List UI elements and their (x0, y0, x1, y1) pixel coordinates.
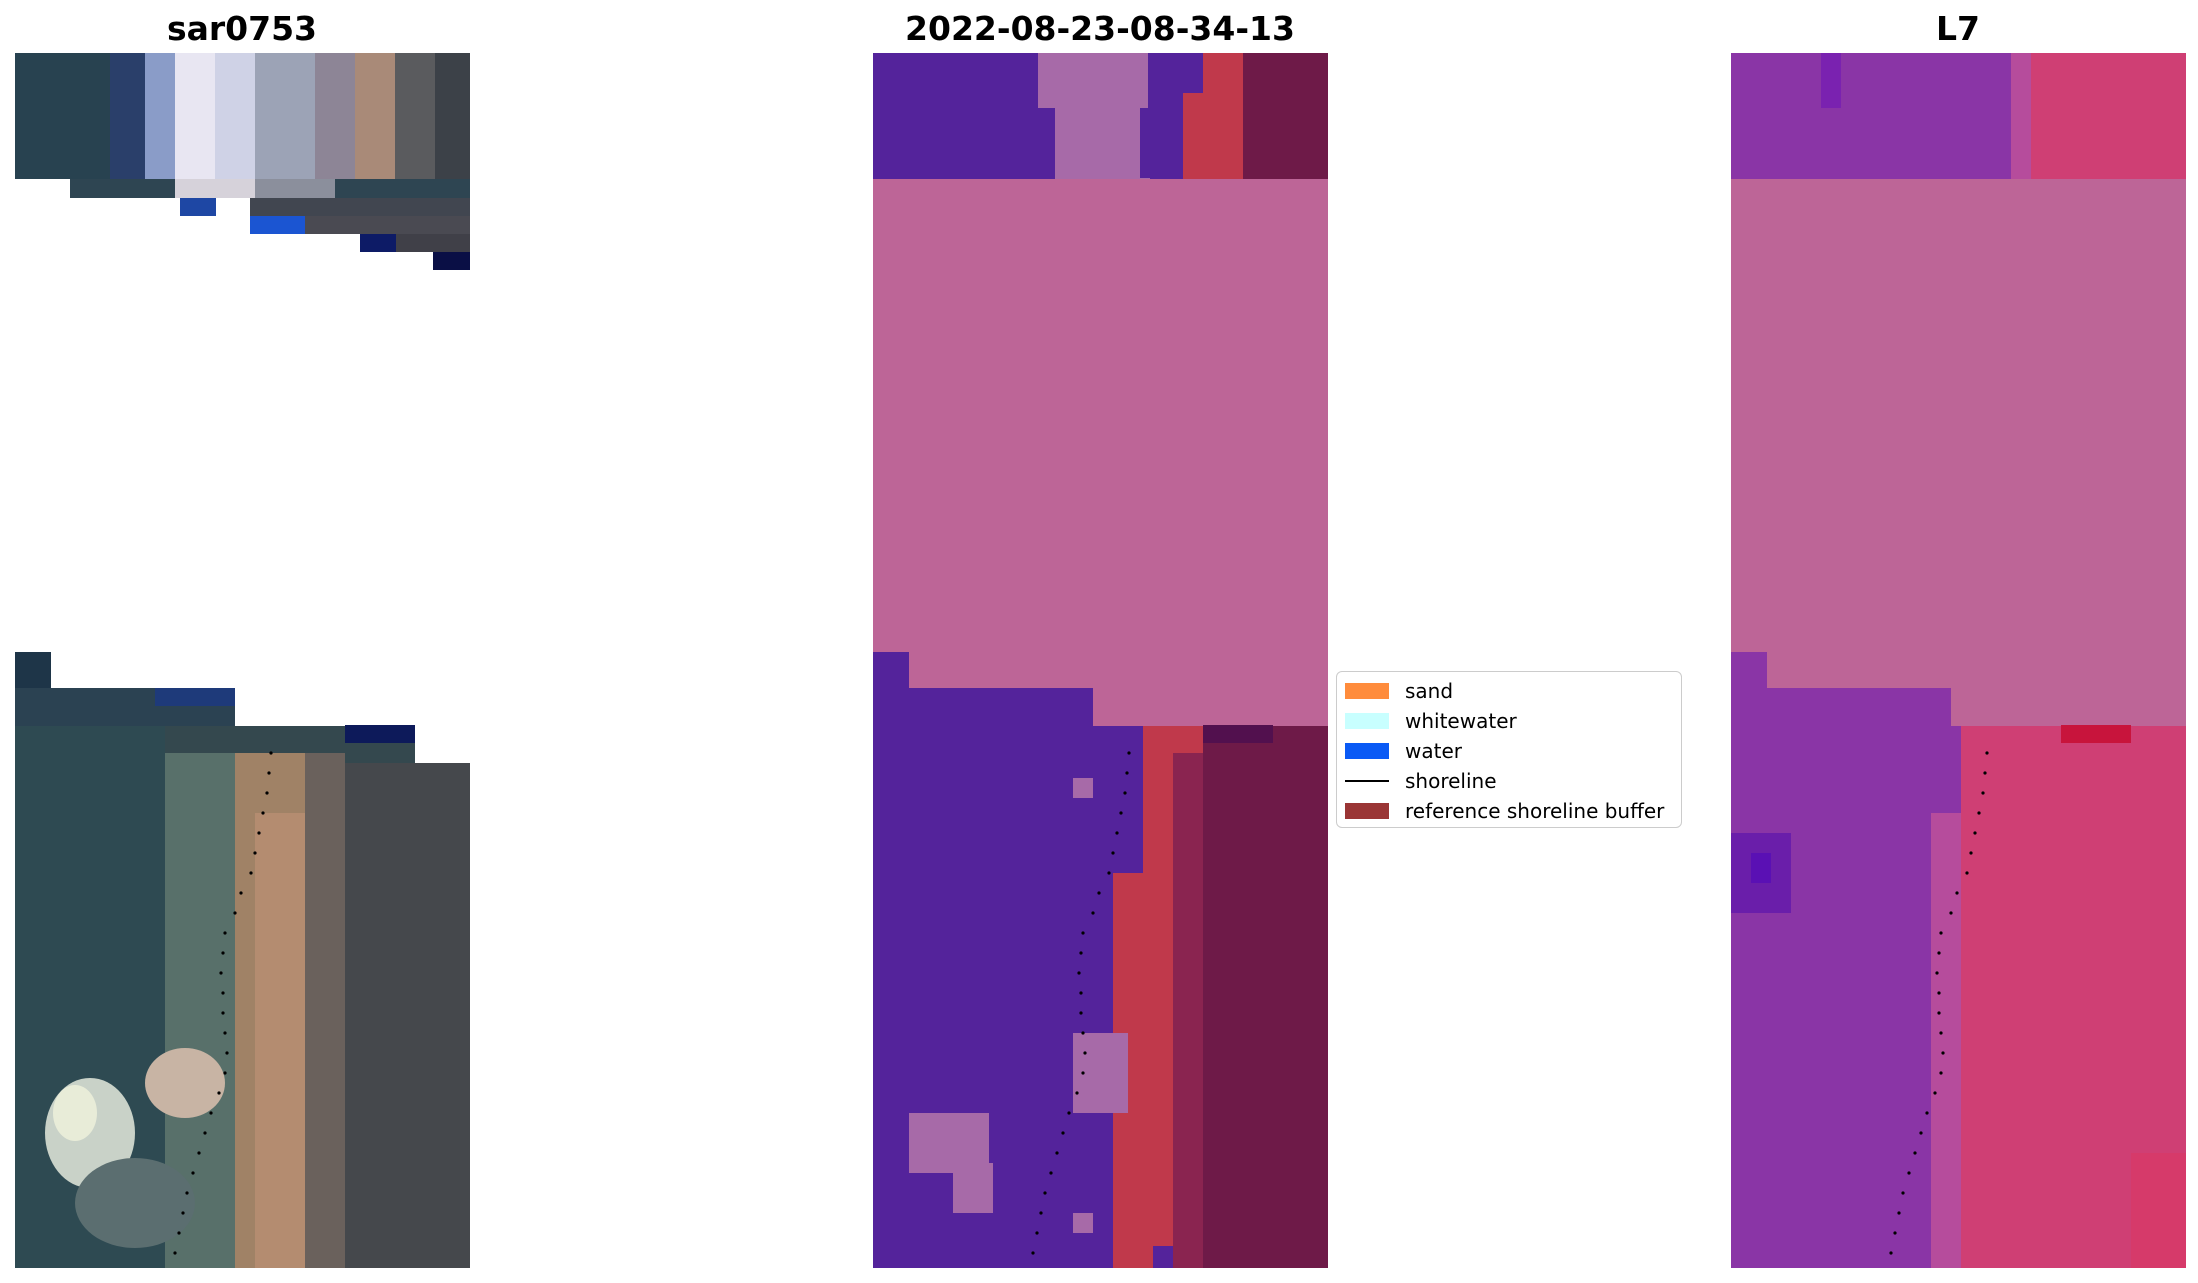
legend-label: water (1405, 739, 1462, 763)
legend-item-reference-buffer: reference shoreline buffer (1345, 796, 1664, 826)
legend-swatch-water (1345, 743, 1389, 759)
legend-item-water: water (1345, 736, 1462, 766)
rgb-image-top-block (15, 53, 470, 270)
rgb-image-panel (15, 53, 470, 1268)
panel-title-l7: L7 (1936, 9, 1980, 48)
classification-image-panel (873, 53, 1328, 1268)
legend-swatch-whitewater (1345, 713, 1389, 729)
legend-label: reference shoreline buffer (1405, 799, 1665, 823)
l7-shoreline (1889, 751, 1989, 1255)
legend-swatch-sand (1345, 683, 1389, 699)
legend-label: sand (1405, 679, 1454, 703)
legend-line-shoreline (1345, 780, 1389, 782)
classification-shoreline (1031, 751, 1131, 1255)
legend-item-shoreline: shoreline (1345, 766, 1497, 796)
legend-label: whitewater (1405, 709, 1517, 733)
legend: sand whitewater water shoreline referenc… (1336, 671, 1682, 828)
rgb-image-bottom-block (15, 652, 470, 1268)
legend-item-sand: sand (1345, 676, 1453, 706)
legend-swatch-reference-buffer (1345, 803, 1389, 819)
panel-title-rgb: sar0753 (166, 9, 318, 48)
legend-label: shoreline (1405, 769, 1497, 793)
classification-bottom-block (873, 652, 1328, 1268)
l7-image-panel (1731, 53, 2186, 1268)
legend-item-whitewater: whitewater (1345, 706, 1517, 736)
classification-cloud-mask (873, 179, 1328, 652)
rgb-shoreline (173, 751, 273, 1255)
l7-cloud-mask (1731, 179, 2186, 652)
panel-title-classification: 2022-08-23-08-34-13 (905, 9, 1295, 48)
l7-bottom-block (1731, 652, 2186, 1268)
